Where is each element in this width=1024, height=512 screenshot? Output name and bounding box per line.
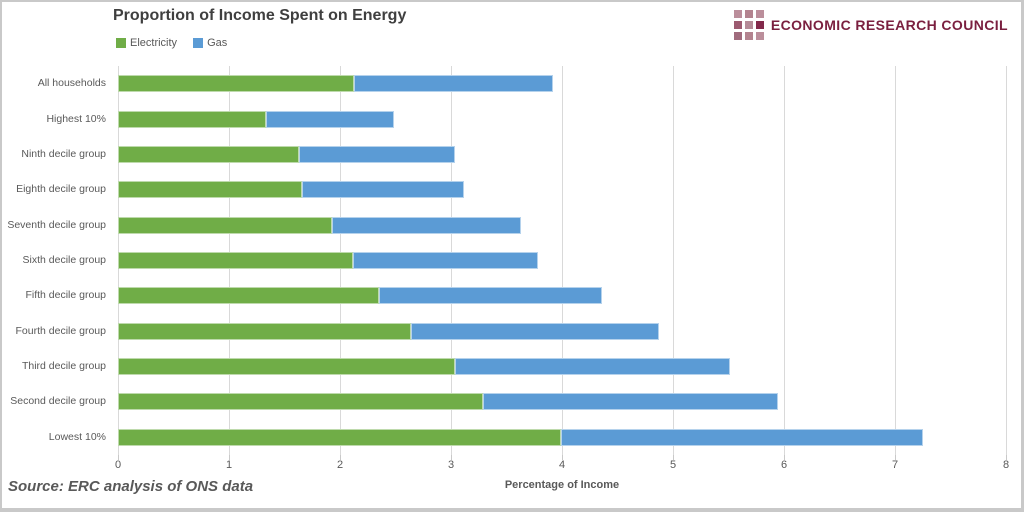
gridline-4 <box>562 66 563 455</box>
gas-bar-segment <box>378 287 602 304</box>
electricity-bar-segment <box>118 146 299 163</box>
gas-bar-segment <box>298 146 456 163</box>
gridline-5 <box>673 66 674 455</box>
electricity-bar-segment <box>118 217 333 234</box>
category-labels: All households Highest 10% Ninth decile gr… <box>0 66 112 455</box>
x-tick-label-8: 8 <box>1002 459 1010 471</box>
legend: Electricity Gas <box>116 37 227 49</box>
category-label: Fourth decile group <box>15 325 106 337</box>
bar-row-11 <box>118 429 923 446</box>
x-tick-label-2: 2 <box>336 459 344 471</box>
gas-bar-segment <box>483 393 779 410</box>
bar-row-10 <box>118 393 779 410</box>
x-tick-label-7: 7 <box>891 459 899 471</box>
legend-item-gas: Gas <box>193 37 227 49</box>
bar-row-6 <box>118 252 538 269</box>
x-tick-label-3: 3 <box>447 459 455 471</box>
tickmark-7 <box>895 455 896 460</box>
logo-square-8 <box>744 32 753 40</box>
x-tick-label-1: 1 <box>225 459 233 471</box>
gridline-6 <box>784 66 785 455</box>
electricity-bar-segment <box>118 323 412 340</box>
tickmark-0 <box>118 455 119 460</box>
legend-label-gas: Gas <box>207 37 228 49</box>
bar-row-7 <box>118 287 602 304</box>
tickmark-3 <box>451 455 452 460</box>
electricity-bar-segment <box>118 75 355 92</box>
electricity-bar-segment <box>118 429 561 446</box>
bar-row-5 <box>118 217 521 234</box>
category-label: Lowest 10% <box>48 431 106 443</box>
electricity-bar-segment <box>118 358 456 375</box>
legend-item-electricity: Electricity <box>116 37 177 49</box>
source-note: Source: ERC analysis of ONS data <box>8 478 254 495</box>
bar-row-2 <box>118 111 395 128</box>
tickmark-2 <box>340 455 341 460</box>
chart-title: Proportion of Income Spent on Energy <box>113 7 407 24</box>
category-label: Third decile group <box>21 360 106 372</box>
gas-bar-segment <box>302 181 465 198</box>
gas-swatch-icon <box>193 38 204 48</box>
category-label: Seventh decile group <box>7 219 106 231</box>
gas-bar-segment <box>265 111 395 128</box>
bar-row-4 <box>118 181 465 198</box>
bar-row-3 <box>118 146 456 163</box>
legend-label-electricity: Electricity <box>130 37 178 49</box>
logo-squares-icon <box>733 10 764 40</box>
bar-row-8 <box>118 323 659 340</box>
electricity-bar-segment <box>118 287 379 304</box>
tickmark-5 <box>673 455 674 460</box>
x-tick-label-5: 5 <box>669 459 677 471</box>
gas-bar-segment <box>353 252 538 269</box>
electricity-bar-segment <box>118 393 484 410</box>
tickmark-6 <box>784 455 785 460</box>
gas-bar-segment <box>455 358 730 375</box>
gridline-8 <box>1006 66 1007 455</box>
logo-square-4 <box>733 21 742 29</box>
category-label: All households <box>37 77 106 89</box>
electricity-bar-segment <box>118 111 266 128</box>
bar-row-1 <box>118 75 554 92</box>
category-label: Ninth decile group <box>21 148 106 160</box>
logo-square-2 <box>744 10 753 18</box>
electricity-swatch-icon <box>116 38 126 48</box>
category-label: Eighth decile group <box>16 183 106 195</box>
tickmark-8 <box>1006 455 1007 460</box>
category-label: Fifth decile group <box>25 289 106 301</box>
gas-bar-segment <box>411 323 659 340</box>
tickmark-4 <box>562 455 563 460</box>
x-tick-label-0: 0 <box>114 459 122 471</box>
tickmark-1 <box>229 455 230 460</box>
category-label: Sixth decile group <box>22 254 106 266</box>
gas-bar-segment <box>560 429 923 446</box>
gas-bar-segment <box>354 75 554 92</box>
x-axis-ticks: 0 1 2 3 4 5 6 7 8 <box>114 459 1010 473</box>
x-tick-label-4: 4 <box>558 459 566 471</box>
logo-text: ECONOMIC RESEARCH COUNCIL <box>770 17 1008 33</box>
category-label: Second decile group <box>10 395 106 407</box>
gridline-7 <box>895 66 896 455</box>
bar-row-9 <box>118 358 730 375</box>
category-label: Highest 10% <box>46 113 106 125</box>
gas-bar-segment <box>332 217 521 234</box>
plot-area <box>118 66 1007 460</box>
electricity-bar-segment <box>118 252 354 269</box>
logo-square-7 <box>733 32 742 40</box>
logo-square-1 <box>733 10 742 18</box>
logo-square-9 <box>755 32 764 40</box>
electricity-bar-segment <box>118 181 303 198</box>
x-axis-title: Percentage of Income <box>504 479 620 491</box>
erc-logo: ECONOMIC RESEARCH COUNCIL <box>733 10 1008 40</box>
logo-square-6 <box>755 21 764 29</box>
x-tick-label-6: 6 <box>780 459 788 471</box>
logo-square-5 <box>744 21 753 29</box>
logo-square-3 <box>755 10 764 18</box>
